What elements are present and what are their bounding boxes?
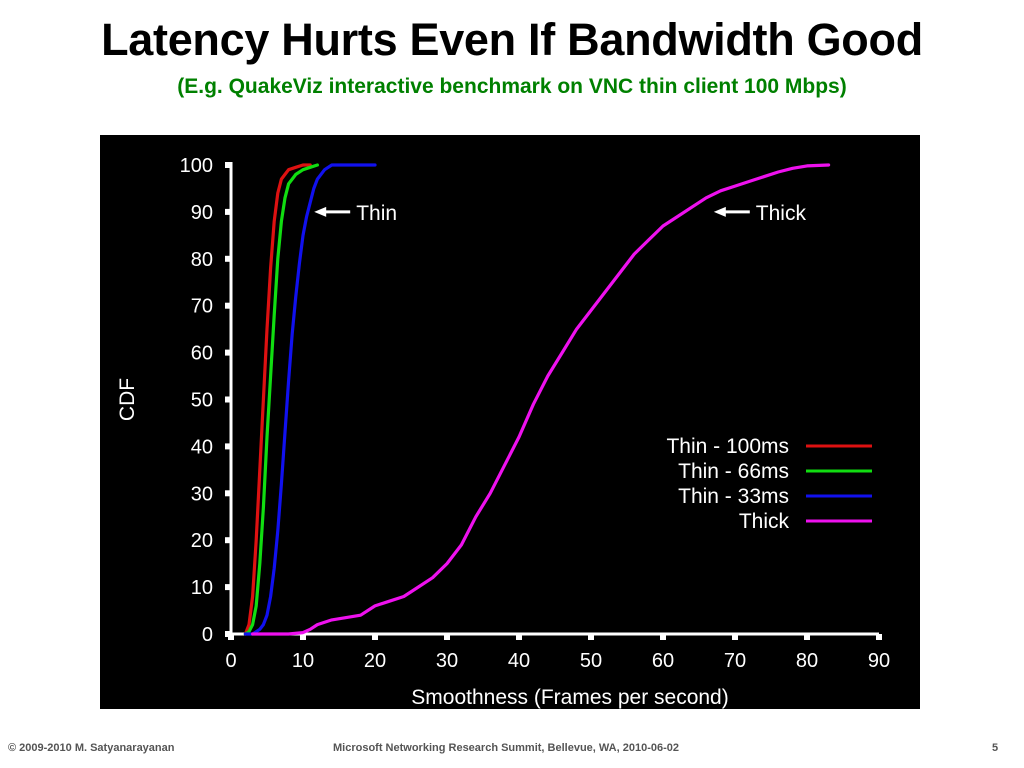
x-tick-mark — [516, 634, 522, 640]
x-tick-label: 40 — [508, 650, 530, 672]
legend-label: Thin - 33ms — [678, 485, 789, 508]
y-tick-mark — [225, 584, 231, 591]
y-tick-label: 100 — [180, 155, 213, 177]
series-line-2 — [243, 163, 377, 636]
annotation-arrowhead — [713, 206, 726, 217]
x-tick-label: 70 — [724, 650, 746, 672]
legend-label: Thin - 100ms — [666, 435, 789, 458]
y-tick-mark — [225, 162, 231, 168]
footer-event: Microsoft Networking Research Summit, Be… — [333, 742, 680, 754]
x-tick-label: 50 — [580, 650, 602, 672]
y-tick-label: 70 — [191, 296, 213, 318]
y-tick-mark — [225, 537, 231, 544]
slide-title: Latency Hurts Even If Bandwidth Good — [101, 14, 923, 65]
y-axis-label: CDF — [116, 378, 139, 421]
x-tick-label: 80 — [796, 650, 818, 672]
y-tick-mark — [225, 208, 231, 215]
annotation-arrowhead — [314, 206, 327, 217]
x-tick-mark — [804, 634, 810, 640]
x-tick-label: 0 — [225, 650, 236, 672]
y-tick-label: 20 — [191, 530, 213, 552]
y-tick-label: 80 — [191, 249, 213, 271]
y-tick-label: 0 — [202, 624, 213, 646]
x-tick-label: 10 — [292, 650, 314, 672]
x-tick-label: 90 — [868, 650, 890, 672]
footer-page-number: 5 — [992, 742, 999, 754]
x-tick-mark — [300, 634, 306, 640]
x-tick-mark — [228, 634, 234, 640]
series-line-3 — [251, 163, 831, 636]
annotation-label: Thick — [756, 202, 807, 225]
x-axis-label: Smoothness (Frames per second) — [411, 686, 728, 709]
x-tick-label: 30 — [436, 650, 458, 672]
series-line-1 — [243, 163, 319, 636]
x-tick-label: 20 — [364, 650, 386, 672]
y-tick-label: 10 — [191, 577, 213, 599]
x-tick-label: 60 — [652, 650, 674, 672]
chart-annotations: Thin Thick — [314, 202, 806, 225]
cdf-line-chart: 0 10 20 30 40 50 60 70 80 90 100 0 10 20 30 40 50 60 70 80 9… — [116, 155, 890, 709]
y-tick-label: 30 — [191, 483, 213, 505]
x-tick-mark — [372, 634, 378, 640]
chart-panel: 0 10 20 30 40 50 60 70 80 90 100 0 10 20 30 40 50 60 70 80 9… — [100, 135, 920, 709]
slide-subtitle: (E.g. QuakeViz interactive benchmark on … — [177, 75, 847, 98]
footer-copyright: © 2009-2010 M. Satyanarayanan — [8, 742, 175, 754]
y-tick-mark — [225, 302, 231, 309]
chart-axes: 0 10 20 30 40 50 60 70 80 90 100 0 10 20 30 40 50 60 70 80 9… — [116, 155, 890, 709]
y-tick-mark — [225, 396, 231, 403]
x-tick-mark — [732, 634, 738, 640]
legend-label: Thick — [739, 510, 790, 533]
annotation-label: Thin — [356, 202, 397, 225]
y-tick-mark — [225, 490, 231, 497]
chart-series — [243, 163, 831, 636]
y-tick-label: 50 — [191, 390, 213, 412]
x-tick-mark — [876, 634, 882, 640]
y-tick-mark — [225, 443, 231, 450]
x-tick-mark — [588, 634, 594, 640]
y-tick-label: 60 — [191, 343, 213, 365]
y-tick-label: 40 — [191, 436, 213, 458]
y-tick-mark — [225, 349, 231, 356]
y-tick-label: 90 — [191, 202, 213, 224]
x-tick-mark — [444, 634, 450, 640]
legend-label: Thin - 66ms — [678, 460, 789, 483]
series-line-0 — [243, 163, 312, 636]
x-tick-mark — [660, 634, 666, 640]
y-tick-mark — [225, 255, 231, 262]
